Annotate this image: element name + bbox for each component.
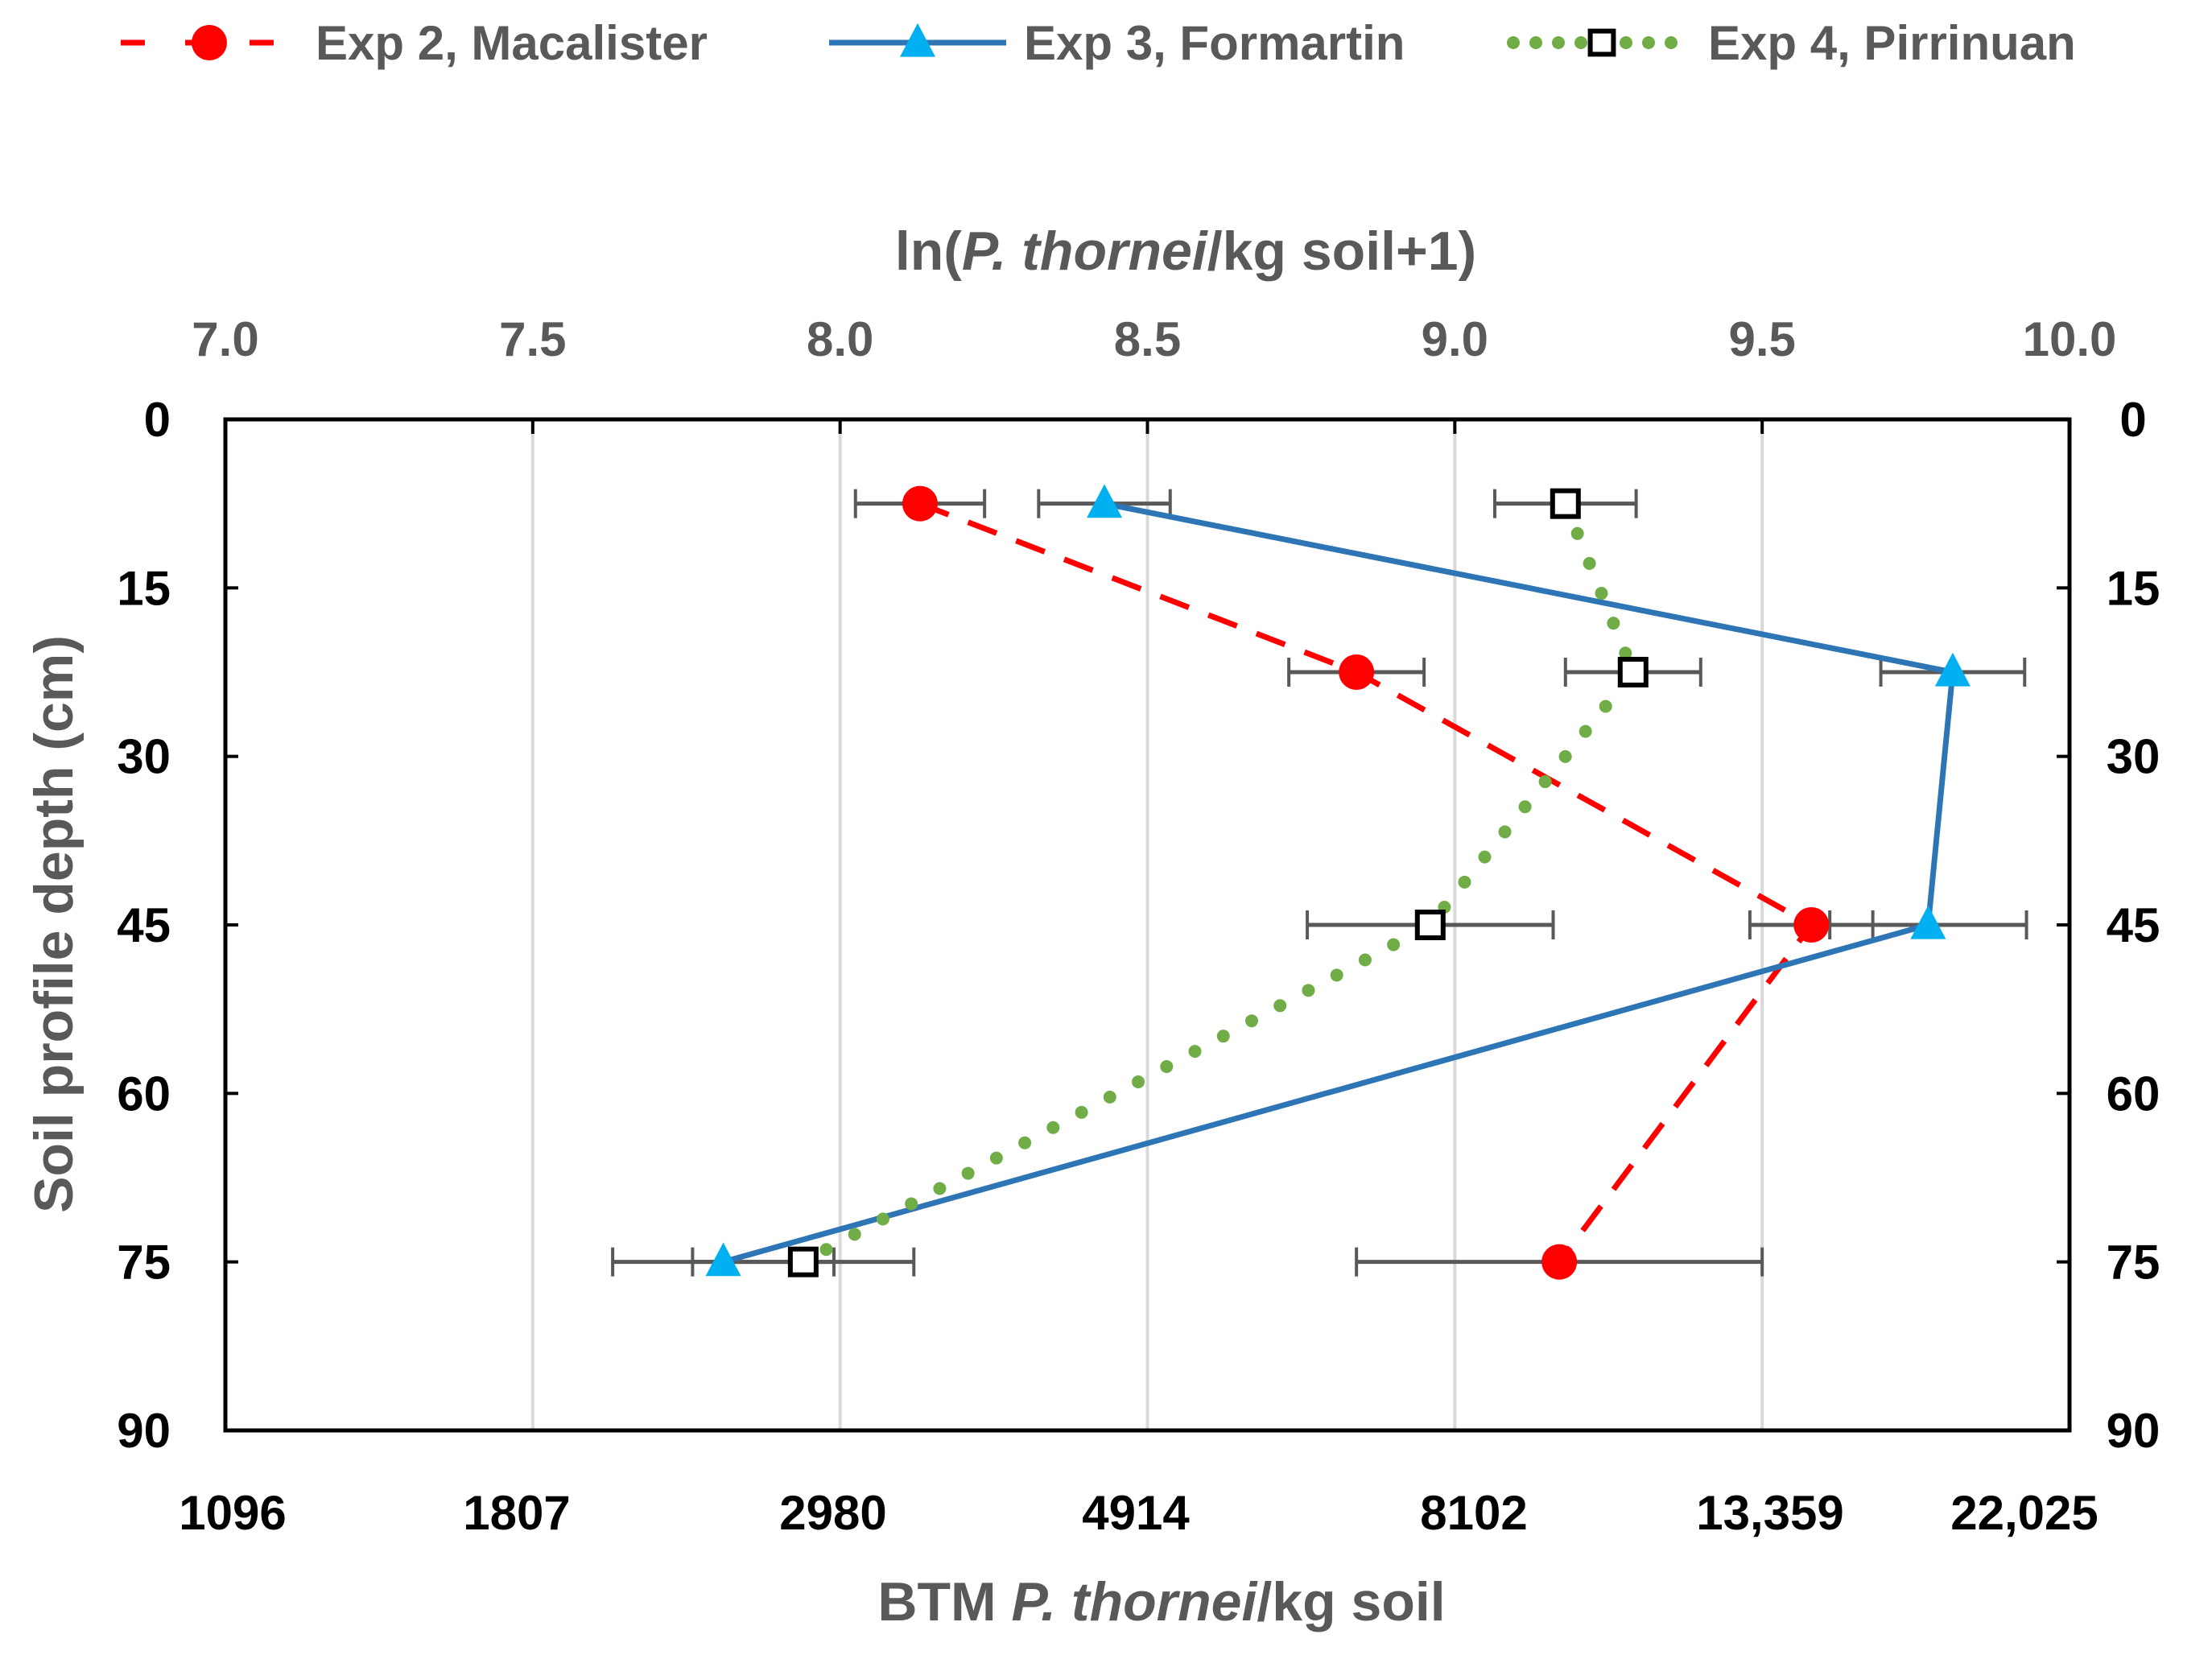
data-point-exp-2-macalister xyxy=(1339,654,1375,690)
left-tick-label: 0 xyxy=(144,393,171,447)
plot-frame xyxy=(223,417,2072,1433)
data-point-exp-4-pirrinuan xyxy=(1414,910,1446,940)
tick-labels: 7.0 7.5 8.0 8.5 9.0 9.5 10.0 1096 1807 2980 4914 81… xyxy=(117,312,2160,1540)
data-point-exp-3-formartin xyxy=(705,1242,741,1277)
data-point-exp-2-macalister xyxy=(902,485,938,522)
data-point-exp-4-pirrinuan xyxy=(1550,488,1581,519)
y-axis-title: Soil profile depth (cm) xyxy=(23,635,85,1213)
series-line-exp-2-macalister xyxy=(918,501,1816,1264)
data-point-exp-4-pirrinuan xyxy=(787,1246,819,1277)
axes xyxy=(223,417,2072,1433)
bottom-tick-label: 4914 xyxy=(1082,1486,1190,1540)
left-tick-label: 75 xyxy=(117,1236,171,1290)
top-tick-label: 7.0 xyxy=(192,312,258,366)
series-line-exp-4-pirrinuan xyxy=(796,497,1640,1269)
data-point-exp-2-macalister xyxy=(1541,1244,1578,1280)
left-tick-label: 30 xyxy=(117,730,171,784)
gridlines xyxy=(530,419,1764,1430)
data-point-exp-3-formartin xyxy=(1087,484,1123,518)
left-tick-label: 45 xyxy=(117,898,171,952)
bottom-axis-title: BTM P. thornei/kg soil xyxy=(877,1571,1445,1632)
bottom-tick-label: 8102 xyxy=(1420,1486,1527,1540)
bottom-tick-label: 13,359 xyxy=(1696,1486,1844,1540)
right-tick-label: 60 xyxy=(2107,1067,2160,1121)
legend-label-exp-3-formartin: Exp 3, Formartin xyxy=(1024,16,1405,70)
bottom-tick-label: 22,025 xyxy=(1950,1486,2099,1540)
top-axis-title: ln(P. thornei/kg soil+1) xyxy=(895,221,1476,282)
data-point-exp-2-macalister xyxy=(1793,907,1830,943)
left-tick-label: 15 xyxy=(117,561,171,615)
top-tick-label: 9.0 xyxy=(1422,312,1488,366)
left-tick-label: 90 xyxy=(117,1404,171,1458)
legend-label-exp-2-macalister: Exp 2, Macalister xyxy=(316,16,708,70)
data-point-exp-3-formartin xyxy=(1934,652,1971,687)
bottom-tick-label: 1096 xyxy=(179,1486,286,1540)
bottom-tick-label: 1807 xyxy=(463,1486,570,1540)
top-tick-label: 10.0 xyxy=(2023,312,2117,366)
top-tick-label: 8.0 xyxy=(807,312,873,366)
data-point-exp-4-pirrinuan xyxy=(1617,657,1649,687)
right-tick-label: 15 xyxy=(2107,561,2160,615)
right-tick-label: 0 xyxy=(2119,393,2146,447)
right-tick-label: 75 xyxy=(2107,1236,2160,1290)
series-lines xyxy=(722,497,1956,1269)
right-tick-label: 90 xyxy=(2107,1404,2160,1458)
series-line-exp-3-formartin xyxy=(722,501,1956,1265)
legend-marker-exp-4-pirrinuan xyxy=(1587,28,1616,57)
legend: Exp 2, Macalister Exp 3, Formartin Exp 4, … xyxy=(121,16,2076,70)
right-tick-label: 30 xyxy=(2107,730,2160,784)
top-tick-label: 8.5 xyxy=(1114,312,1181,366)
data-point-exp-3-formartin xyxy=(1910,905,1946,939)
legend-label-exp-4-pirrinuan: Exp 4, Pirrinuan xyxy=(1708,16,2076,70)
left-tick-label: 60 xyxy=(117,1067,171,1121)
right-tick-label: 45 xyxy=(2107,898,2160,952)
top-tick-label: 7.5 xyxy=(499,312,566,366)
bottom-tick-label: 2980 xyxy=(779,1486,886,1540)
error-bars xyxy=(611,489,2028,1277)
top-tick-label: 9.5 xyxy=(1728,312,1795,366)
legend-marker-exp-3-formartin xyxy=(900,23,935,57)
series-markers xyxy=(705,484,1971,1280)
legend-marker-exp-2-macalister xyxy=(192,25,227,60)
